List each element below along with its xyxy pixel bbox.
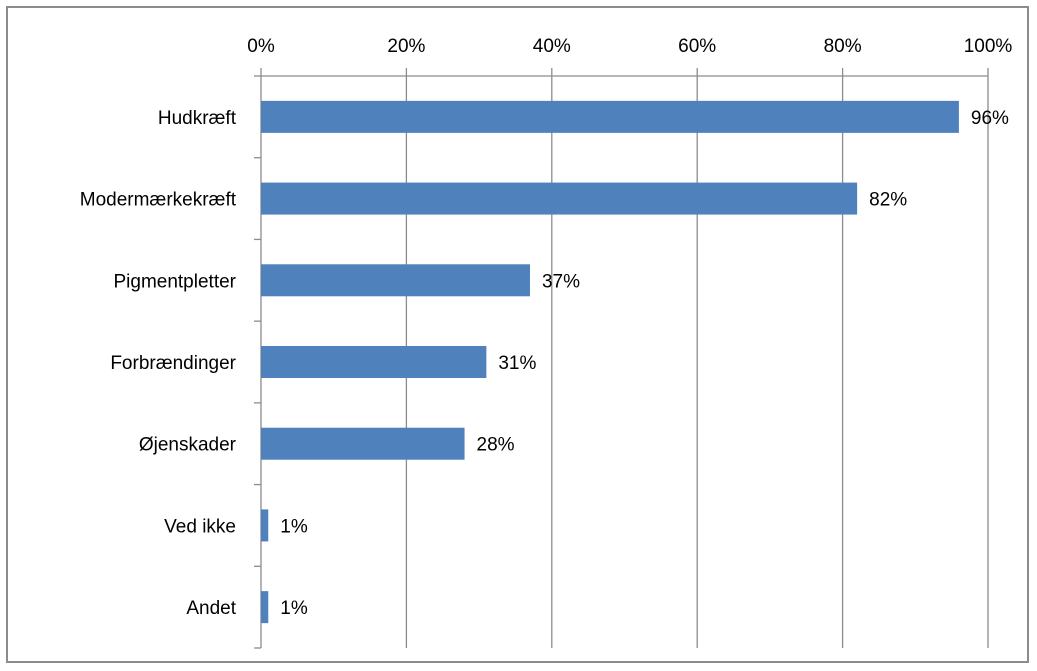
bar: [261, 346, 487, 378]
value-label: 28%: [477, 435, 515, 456]
x-tick-label: 100%: [964, 36, 1013, 57]
category-label: Øjenskader: [139, 435, 237, 456]
category-label: Andet: [186, 598, 236, 619]
x-tick-label: 60%: [678, 36, 716, 57]
bar: [261, 427, 465, 460]
value-label: 37%: [542, 271, 580, 292]
x-tick-label: 0%: [247, 36, 275, 57]
category-label: Forbrændinger: [110, 353, 236, 374]
category-label: Pigmentpletter: [113, 271, 236, 292]
value-label: 1%: [280, 598, 308, 619]
x-tick-label: 40%: [533, 36, 571, 57]
value-label: 96%: [971, 108, 1009, 129]
value-label: 31%: [498, 353, 536, 374]
category-label: Hudkræft: [158, 108, 237, 129]
value-label: 82%: [869, 190, 907, 211]
category-label: Modermærkekræft: [80, 190, 237, 211]
value-label: 1%: [280, 516, 308, 537]
bar: [261, 509, 269, 542]
category-label: Ved ikke: [164, 516, 236, 537]
bar: [261, 100, 959, 133]
bar: [261, 591, 269, 624]
x-tick-label: 20%: [387, 36, 425, 57]
bar: [261, 264, 530, 297]
bar: [261, 182, 858, 215]
x-tick-label: 80%: [824, 36, 862, 57]
